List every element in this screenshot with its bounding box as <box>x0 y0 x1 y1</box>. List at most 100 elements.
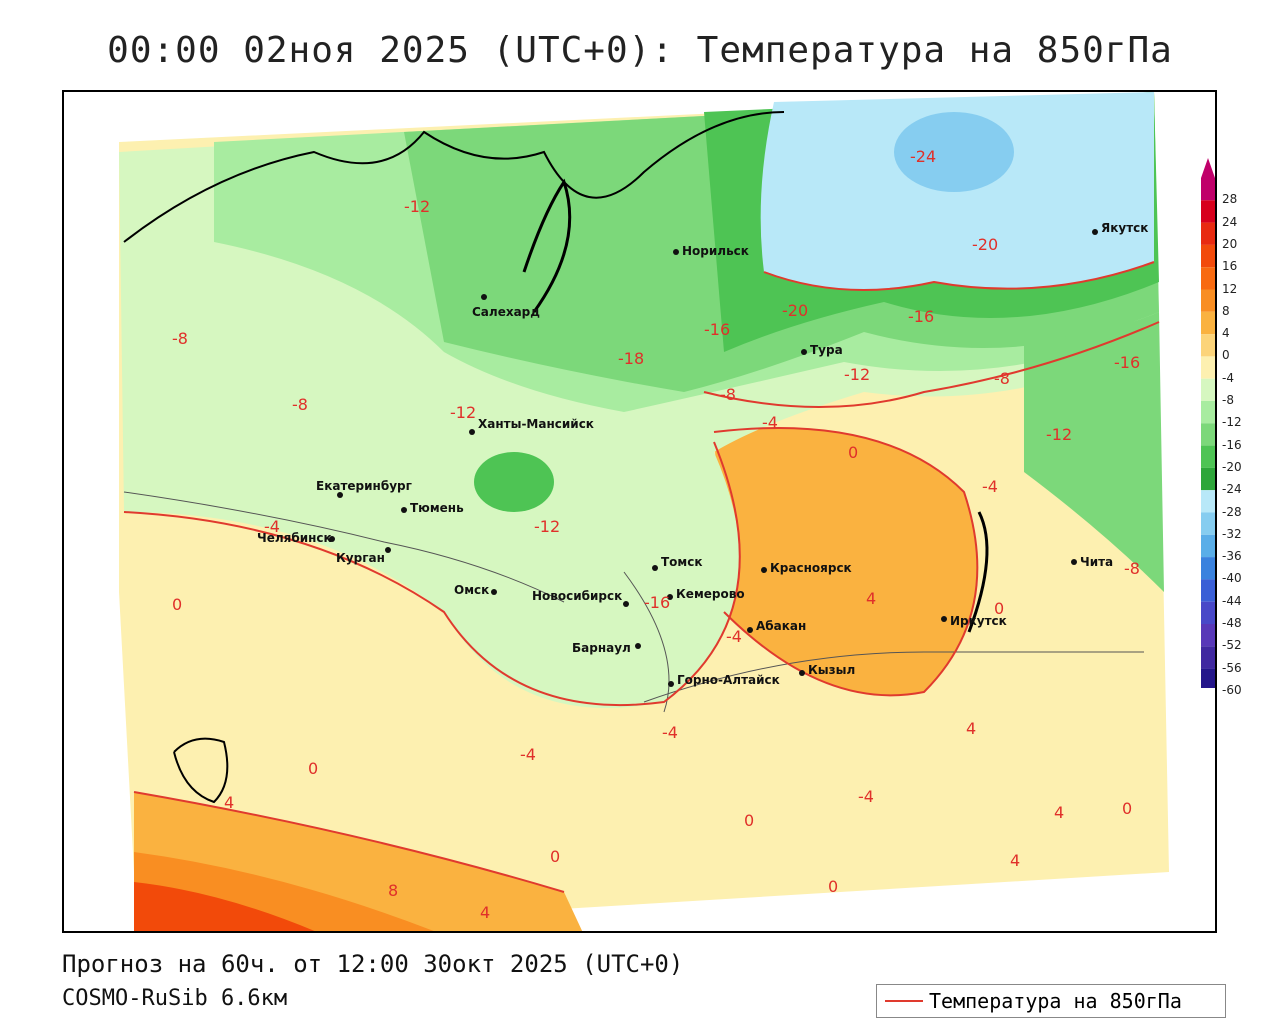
city-tyumen: Тюмень <box>401 501 464 515</box>
svg-text:Челябинск: Челябинск <box>257 531 332 545</box>
colorbar-tick-label: -48 <box>1222 616 1242 630</box>
city-kyzyl: Кызыл <box>799 663 855 677</box>
svg-text:-4: -4 <box>726 627 742 646</box>
city-ekaterinburg: Екатеринбург <box>316 479 412 498</box>
svg-text:-8: -8 <box>720 385 736 404</box>
svg-text:0: 0 <box>1122 799 1132 818</box>
svg-text:4: 4 <box>966 719 976 738</box>
svg-text:Барнаул: Барнаул <box>572 641 631 655</box>
colorbar-segment <box>1201 222 1215 245</box>
svg-text:-4: -4 <box>264 517 280 536</box>
svg-text:-16: -16 <box>908 307 934 326</box>
svg-text:-12: -12 <box>404 197 430 216</box>
colorbar-segment <box>1201 267 1215 290</box>
svg-text:-4: -4 <box>858 787 874 806</box>
city-khanty-mansiysk: Ханты-Мансийск <box>469 417 594 435</box>
colorbar-tick-label: -60 <box>1222 682 1242 697</box>
colorbar-tick-label: 4 <box>1222 326 1230 341</box>
svg-text:Салехард: Салехард <box>472 305 540 319</box>
colorbar-tick-label: -40 <box>1222 571 1242 586</box>
svg-text:Екатеринбург: Екатеринбург <box>316 479 412 493</box>
svg-text:-12: -12 <box>534 517 560 536</box>
colorbar-tick-label: -28 <box>1222 504 1242 519</box>
colorbar-tick-label: -52 <box>1222 638 1242 653</box>
colorbar-tick-label: -56 <box>1222 660 1242 675</box>
colorbar-segment <box>1201 289 1215 312</box>
legend-line-sample <box>885 1000 923 1002</box>
svg-text:-4: -4 <box>762 413 778 432</box>
svg-text:Омск: Омск <box>454 583 489 597</box>
city-omsk: Омск <box>454 583 497 597</box>
city-norilsk: Норильск <box>673 244 749 258</box>
svg-text:-20: -20 <box>972 235 998 254</box>
svg-text:Новосибирск: Новосибирск <box>532 589 622 603</box>
colorbar-segment <box>1201 512 1215 535</box>
svg-text:-4: -4 <box>520 745 536 764</box>
svg-text:Чита: Чита <box>1080 555 1113 569</box>
colorbar-segment <box>1201 178 1215 201</box>
svg-text:-20: -20 <box>782 301 808 320</box>
svg-text:Горно-Алтайск: Горно-Алтайск <box>677 673 780 687</box>
colorbar-segment <box>1201 534 1215 558</box>
svg-text:8: 8 <box>388 881 398 900</box>
colorbar-tick-label: 28 <box>1222 192 1238 207</box>
city-tura: Тура <box>801 343 843 357</box>
svg-text:Кызыл: Кызыл <box>808 663 855 677</box>
map-title: 00:00 02ноя 2025 (UTC+0): Температура на… <box>107 30 1173 71</box>
map-frame: Норильск Якутск Салехард Тура Ханты-Манс… <box>62 90 1217 933</box>
model-name: COSMO-RuSib 6.6км <box>62 986 288 1011</box>
city-chelyabinsk: Челябинск <box>257 531 335 545</box>
city-novosibirsk: Новосибирск <box>532 589 629 607</box>
city-abakan: Абакан <box>747 619 806 633</box>
svg-text:0: 0 <box>848 443 858 462</box>
svg-text:-8: -8 <box>994 369 1010 388</box>
svg-text:-4: -4 <box>982 477 998 496</box>
svg-text:Кемерово: Кемерово <box>676 587 745 601</box>
svg-text:0: 0 <box>550 847 560 866</box>
svg-text:4: 4 <box>1054 803 1064 822</box>
colorbar-segment <box>1201 601 1215 624</box>
city-yakutsk: Якутск <box>1092 221 1148 235</box>
svg-text:-12: -12 <box>844 365 870 384</box>
colorbar-tick-label: 0 <box>1222 348 1230 363</box>
svg-text:Иркутск: Иркутск <box>950 614 1007 628</box>
city-salekhard: Салехард <box>472 294 540 319</box>
svg-text:Ханты-Мансийск: Ханты-Мансийск <box>478 417 594 431</box>
colorbar-segment <box>1201 445 1215 468</box>
colorbar-segment <box>1201 624 1215 647</box>
svg-text:4: 4 <box>1010 851 1020 870</box>
colorbar-tick-label: -4 <box>1222 370 1234 385</box>
svg-text:-16: -16 <box>644 593 670 612</box>
svg-text:-16: -16 <box>704 320 730 339</box>
forecast-info: Прогноз на 60ч. от 12:00 30окт 2025 (UTC… <box>62 950 684 978</box>
svg-text:Якутск: Якутск <box>1101 221 1148 235</box>
colorbar-tick-label: -44 <box>1222 593 1242 608</box>
city-kemerovo: Кемерово <box>667 587 745 601</box>
colorbar-tick-label: 20 <box>1222 236 1238 251</box>
colorbar-segment <box>1201 244 1215 268</box>
colorbar-tick-label: -16 <box>1222 437 1242 452</box>
svg-text:Тура: Тура <box>810 343 843 357</box>
svg-text:0: 0 <box>172 595 182 614</box>
colorbar-segment <box>1201 490 1215 513</box>
city-chita: Чита <box>1071 555 1113 569</box>
svg-text:-18: -18 <box>618 349 644 368</box>
city-tomsk: Томск <box>652 555 703 571</box>
svg-text:0: 0 <box>744 811 754 830</box>
colorbar-top-arrow <box>1201 158 1215 178</box>
svg-text:-24: -24 <box>910 147 936 166</box>
svg-text:-12: -12 <box>450 403 476 422</box>
colorbar-tick-label: -32 <box>1222 526 1242 541</box>
city-gorno-altaysk: Горно-Алтайск <box>668 673 780 687</box>
svg-text:4: 4 <box>866 589 876 608</box>
svg-text:Абакан: Абакан <box>756 619 806 633</box>
colorbar-segment <box>1201 401 1215 424</box>
colorbar-tick-label: -24 <box>1222 482 1242 497</box>
city-irkutsk: Иркутск <box>941 614 1007 628</box>
svg-text:Курган: Курган <box>336 551 385 565</box>
colorbar-segment <box>1201 356 1215 379</box>
isoline-labels: -24 -20 -20 -16 -16 -16 -18 -12 -12 -12 … <box>172 147 1140 922</box>
svg-text:Красноярск: Красноярск <box>770 561 852 575</box>
temperature-map: Норильск Якутск Салехард Тура Ханты-Манс… <box>119 92 1169 931</box>
colorbar-segment <box>1201 557 1215 580</box>
